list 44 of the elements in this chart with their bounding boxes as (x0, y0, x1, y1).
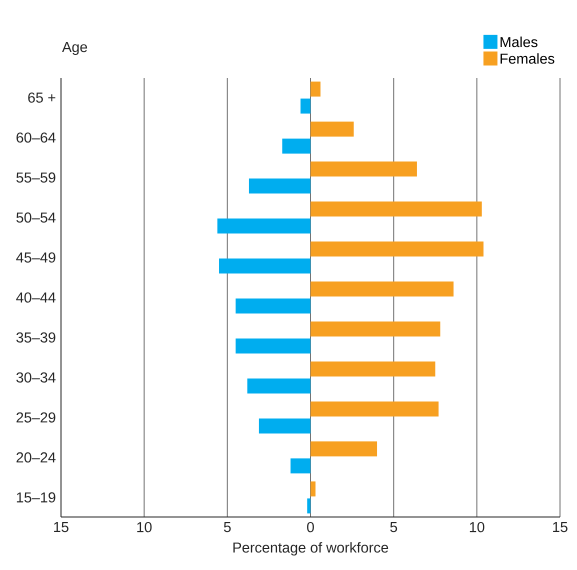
bar (310, 321, 440, 336)
y-tick-label: 55–59 (16, 172, 56, 183)
x-tick-label: 0 (307, 522, 314, 532)
bar (310, 282, 454, 297)
y-tick-label: 45–49 (16, 252, 56, 263)
bar (217, 218, 311, 234)
legend-label: Females (500, 53, 554, 64)
x-tick-label: 5 (224, 522, 231, 532)
bar (310, 401, 439, 416)
y-tick-label: 30–34 (16, 372, 56, 383)
bar (258, 418, 311, 434)
y-tick-label: 40–44 (16, 292, 56, 303)
bar (247, 378, 311, 394)
bar (310, 82, 320, 97)
y-tick-label: 25–29 (16, 412, 56, 423)
bar (300, 98, 311, 114)
y-tick-label: 20–24 (16, 452, 56, 463)
bar (310, 481, 316, 496)
y-tick-label: 35–39 (16, 332, 56, 343)
bar (310, 242, 484, 257)
x-tick-label: 10 (137, 522, 152, 532)
bar (310, 122, 354, 137)
bar (310, 441, 378, 456)
y-tick-label: 50–54 (16, 212, 56, 223)
bar (310, 162, 417, 177)
bar (236, 338, 311, 354)
y-tick-label: 65 + (28, 92, 56, 103)
x-tick-label: 15 (553, 522, 568, 532)
bar (219, 258, 311, 274)
x-axis-title: Percentage of workforce (233, 542, 388, 556)
bar (310, 202, 482, 217)
x-tick-label: 10 (470, 522, 484, 532)
y-axis-title: Age (62, 42, 88, 55)
legend-label: Males (500, 36, 538, 48)
bar (307, 498, 311, 514)
x-tick-label: 15 (54, 522, 68, 532)
bar (248, 178, 311, 194)
y-tick-label: 15–19 (16, 492, 56, 503)
x-tick-label: 5 (390, 522, 398, 532)
bar (236, 298, 311, 314)
bar (282, 138, 311, 154)
bar (290, 458, 311, 474)
bar (310, 361, 436, 376)
y-tick-label: 60–64 (16, 132, 56, 143)
